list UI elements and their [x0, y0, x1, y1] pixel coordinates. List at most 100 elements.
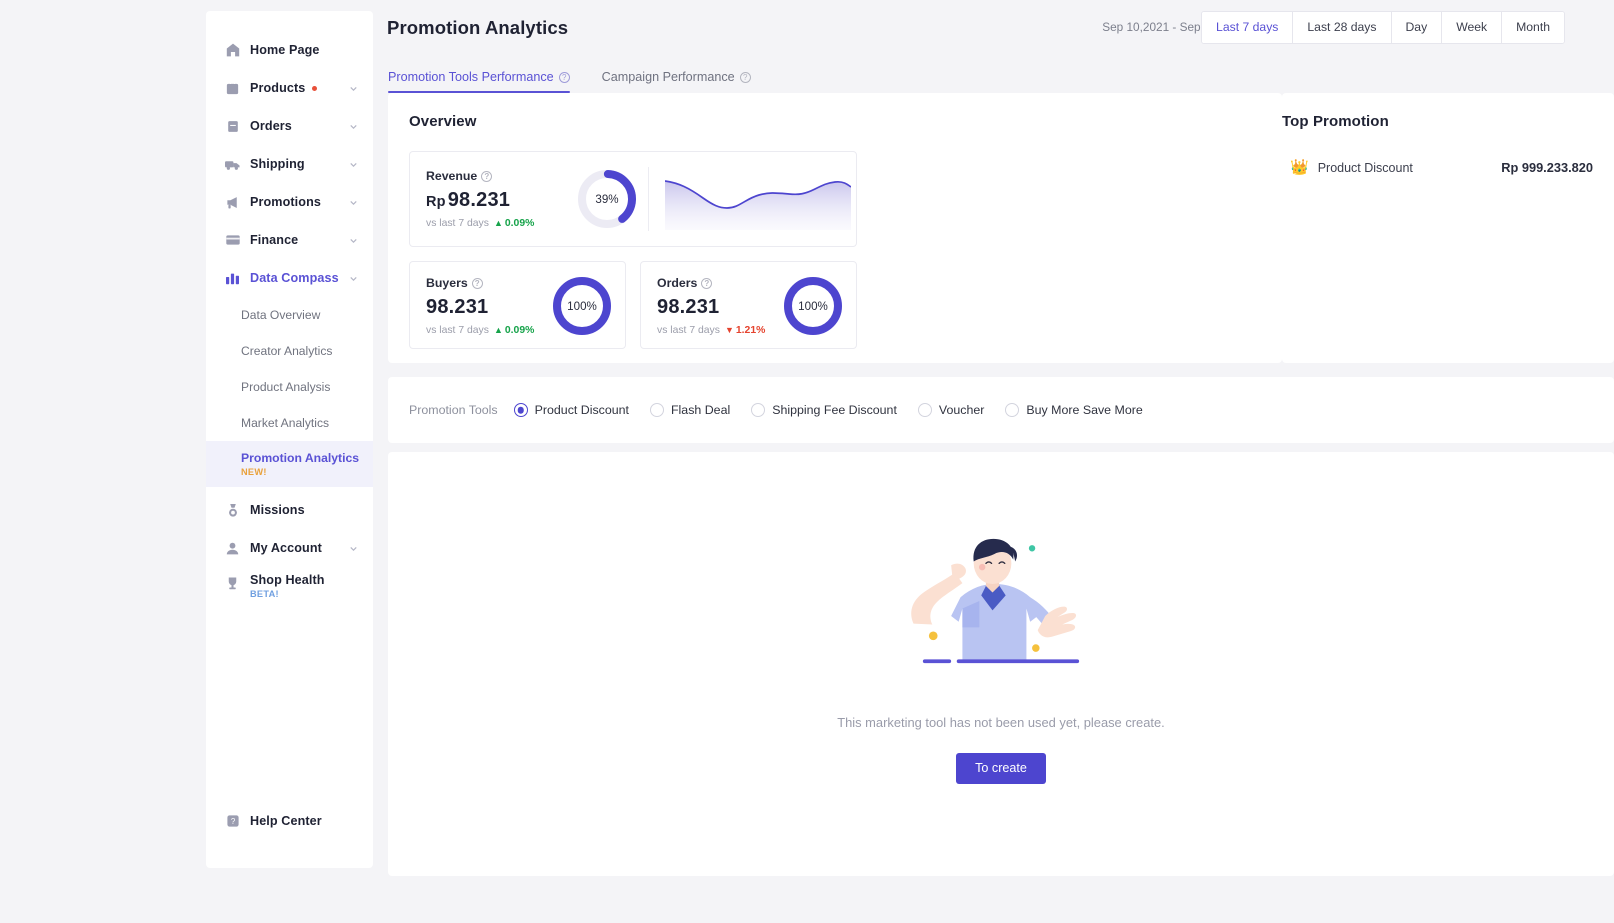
chevron-down-icon[interactable] — [348, 159, 359, 170]
metric-card-revenue[interactable]: Revenue ? Rp 98.231 vs last 7 days ▲ 0.09… — [409, 151, 857, 247]
overview-panel: Overview Revenue ? Rp 98.231 vs last 7 da… — [388, 93, 1282, 363]
radio-icon[interactable] — [513, 403, 528, 417]
main-content: Promotion Analytics Sep 10,2021 - Sep 16… — [387, 0, 1614, 923]
medal-icon — [224, 502, 241, 519]
tab-bar: Promotion Tools Performance ? Campaign P… — [387, 55, 1614, 93]
top-promotion-amount: Rp 999.233.820 — [1501, 160, 1593, 175]
radio-label: Voucher — [938, 403, 985, 417]
delta-value: ▲ 0.09% — [494, 218, 534, 229]
sidebar-item-label: Orders — [250, 119, 292, 133]
sidebar-item-my-account[interactable]: My Account — [206, 529, 373, 567]
arrow-up-icon: ▲ — [493, 218, 503, 228]
help-icon: ? — [224, 813, 241, 830]
sidebar-item-missions[interactable]: Missions — [206, 491, 373, 529]
radio-option-voucher[interactable]: Voucher — [917, 403, 985, 417]
help-circle-icon[interactable]: ? — [471, 277, 483, 289]
radio-label: Flash Deal — [670, 403, 731, 417]
chevron-down-icon[interactable] — [348, 273, 359, 284]
delta-value: ▲ 0.09% — [494, 325, 534, 336]
sidebar-subitem-product-analysis[interactable]: Product Analysis — [206, 369, 373, 405]
radio-label: Buy More Save More — [1026, 403, 1143, 417]
bag-icon — [224, 80, 241, 97]
donut-chart-orders: 100% — [782, 275, 844, 337]
help-circle-icon[interactable]: ? — [739, 71, 751, 83]
radio-icon[interactable] — [649, 403, 664, 417]
crown-icon: 👑 — [1290, 159, 1309, 176]
tab-promotion-tools-performance[interactable]: Promotion Tools Performance ? — [388, 70, 570, 93]
sidebar-subitem-label: Data Overview — [241, 308, 321, 322]
range-button-last-28-days[interactable]: Last 28 days — [1293, 12, 1392, 43]
tab-campaign-performance[interactable]: Campaign Performance ? — [602, 70, 751, 93]
sidebar-subitem-label: Product Analysis — [241, 380, 331, 394]
help-circle-icon[interactable]: ? — [558, 71, 570, 83]
user-icon — [224, 540, 241, 557]
top-promotion-row[interactable]: 👑 Product Discount Rp 999.233.820 — [1282, 160, 1593, 175]
metric-card-buyers[interactable]: Buyers ? 98.231 vs last 7 days ▲ 0.09% — [409, 261, 626, 349]
date-range-button-group: Last 7 days Last 28 days Day Week Month — [1201, 11, 1565, 44]
metric-value-buyers: 98.231 — [426, 296, 489, 318]
range-button-month[interactable]: Month — [1502, 12, 1564, 43]
donut-chart-buyers: 100% — [551, 275, 613, 337]
delta-number: 1.21% — [735, 325, 766, 336]
radio-icon[interactable] — [917, 403, 932, 417]
sidebar-item-label: Data Compass — [250, 271, 339, 285]
tab-label: Promotion Tools Performance — [388, 70, 554, 84]
range-button-day[interactable]: Day — [1391, 12, 1443, 43]
clipboard-icon — [224, 118, 241, 135]
range-button-last-7-days[interactable]: Last 7 days — [1202, 12, 1294, 43]
radio-option-shipping-fee-discount[interactable]: Shipping Fee Discount — [751, 403, 897, 417]
range-button-week[interactable]: Week — [1442, 12, 1503, 43]
revenue-sparkline-chart — [665, 180, 851, 230]
radio-option-product-discount[interactable]: Product Discount — [513, 403, 629, 417]
delta-number: 0.09% — [504, 325, 535, 336]
home-icon — [224, 42, 241, 59]
sidebar-item-shop-health[interactable]: Shop Health BETA! — [206, 567, 373, 611]
sidebar-item-promotions[interactable]: Promotions — [206, 183, 373, 221]
currency-symbol: Rp — [426, 194, 446, 210]
sidebar-item-shipping[interactable]: Shipping — [206, 145, 373, 183]
chevron-down-icon[interactable] — [348, 121, 359, 132]
sidebar-help-center-wrap: ? Help Center — [206, 802, 373, 840]
radio-label: Product Discount — [534, 403, 629, 417]
compare-label: vs last 7 days — [426, 218, 489, 229]
revenue-text-block: Revenue ? Rp 98.231 vs last 7 days ▲ 0.09… — [410, 169, 560, 229]
donut-percent-label: 39% — [595, 192, 619, 206]
chevron-down-icon[interactable] — [348, 83, 359, 94]
sidebar-item-products[interactable]: Products — [206, 69, 373, 107]
overview-title: Overview — [409, 113, 477, 130]
sidebar-item-finance[interactable]: Finance — [206, 221, 373, 259]
sidebar-item-home-page[interactable]: Home Page — [206, 31, 373, 69]
top-promotion-title: Top Promotion — [1282, 113, 1389, 130]
donut-chart-revenue: 39% — [576, 168, 638, 230]
help-circle-icon[interactable]: ? — [481, 170, 493, 182]
radio-icon[interactable] — [1005, 403, 1020, 417]
sidebar-subitem-data-overview[interactable]: Data Overview — [206, 297, 373, 333]
help-circle-icon[interactable]: ? — [701, 277, 713, 289]
new-badge: NEW! — [241, 467, 267, 477]
divider — [648, 167, 649, 231]
radio-option-buy-more-save-more[interactable]: Buy More Save More — [1005, 403, 1143, 417]
chevron-down-icon[interactable] — [348, 197, 359, 208]
chevron-down-icon[interactable] — [348, 235, 359, 246]
to-create-button[interactable]: To create — [956, 752, 1046, 784]
metric-label-orders: Orders ? — [657, 276, 856, 290]
top-promotion-panel: Top Promotion 👑 Product Discount Rp 999.… — [1282, 93, 1614, 363]
sidebar-item-data-compass[interactable]: Data Compass — [206, 259, 373, 297]
sidebar-subitem-market-analytics[interactable]: Market Analytics — [206, 405, 373, 441]
promotion-tools-filter-panel: Promotion Tools Product Discount Flash D… — [388, 377, 1614, 443]
sidebar-item-label: Promotions — [250, 195, 321, 209]
metric-compare-buyers: vs last 7 days ▲ 0.09% — [426, 325, 625, 336]
sidebar-item-orders[interactable]: Orders — [206, 107, 373, 145]
metric-card-orders[interactable]: Orders ? 98.231 vs last 7 days ▼ 1.21% — [640, 261, 857, 349]
compare-label: vs last 7 days — [426, 325, 489, 336]
metric-label-buyers: Buyers ? — [426, 276, 625, 290]
sidebar-item-help-center[interactable]: ? Help Center — [206, 802, 373, 840]
sidebar-subitem-promotion-analytics[interactable]: Promotion Analytics NEW! — [206, 441, 373, 487]
metric-compare-orders: vs last 7 days ▼ 1.21% — [657, 325, 856, 336]
radio-icon[interactable] — [751, 403, 766, 417]
empty-state-message: This marketing tool has not been used ye… — [837, 714, 1165, 730]
chevron-down-icon[interactable] — [348, 543, 359, 554]
metric-label-revenue: Revenue ? — [426, 169, 560, 183]
radio-option-flash-deal[interactable]: Flash Deal — [649, 403, 731, 417]
sidebar-subitem-creator-analytics[interactable]: Creator Analytics — [206, 333, 373, 369]
